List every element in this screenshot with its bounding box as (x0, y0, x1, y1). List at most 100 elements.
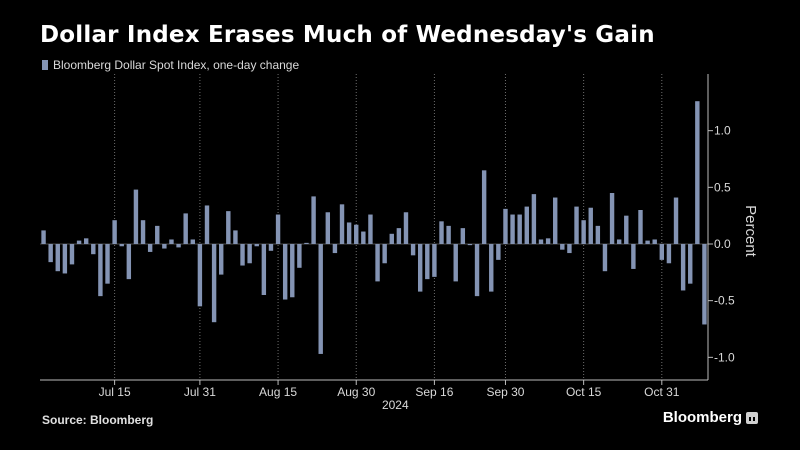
bar (474, 244, 480, 297)
bar (446, 225, 451, 244)
x-tick-label: Sep 30 (486, 385, 524, 399)
bar (560, 244, 565, 250)
bar (517, 214, 522, 244)
bar (673, 197, 679, 244)
bar (233, 230, 238, 244)
bloomberg-logo: Bloomberg (663, 409, 758, 426)
bar (304, 242, 309, 244)
bar (503, 208, 508, 244)
chart-title: Dollar Index Erases Much of Wednesday's … (40, 22, 655, 48)
bar (211, 244, 217, 323)
bar (240, 244, 245, 266)
bar (354, 224, 359, 244)
bar (396, 228, 402, 244)
x-tick-label: Sep 16 (415, 385, 453, 399)
bar (453, 244, 458, 282)
bar (140, 220, 146, 244)
bar (403, 212, 409, 244)
y-axis-title: Percent (742, 205, 759, 258)
bar (41, 230, 46, 244)
bar (638, 210, 643, 244)
bar (553, 197, 558, 244)
bar (197, 244, 203, 307)
bar (133, 189, 139, 244)
y-tick-label: 1.0 (714, 124, 731, 138)
bar (432, 244, 437, 277)
bar (83, 238, 89, 244)
bar (247, 244, 252, 264)
legend-swatch (42, 60, 48, 70)
source-note: Source: Bloomberg (42, 413, 154, 427)
bar (261, 244, 267, 295)
bar (417, 244, 423, 292)
bar (588, 207, 593, 244)
y-tick-label: 0.0 (714, 237, 731, 251)
bar (382, 244, 387, 264)
x-year-label: 2024 (382, 398, 409, 412)
bar (631, 244, 636, 269)
bar (176, 244, 181, 248)
bar (425, 244, 430, 280)
bar (339, 204, 345, 244)
bar (69, 244, 75, 265)
legend-label: Bloomberg Dollar Spot Index, one-day cha… (53, 58, 300, 72)
bar (226, 211, 231, 244)
bar (645, 240, 650, 244)
bar (162, 244, 167, 249)
bar (531, 194, 537, 244)
bar (126, 244, 132, 280)
y-tick-label: -1.0 (714, 350, 735, 364)
bar (155, 225, 160, 244)
bar (91, 244, 96, 255)
x-tick-label: Oct 31 (644, 385, 680, 399)
bar (98, 244, 103, 297)
bar (524, 206, 529, 244)
bar (609, 193, 615, 244)
x-tick-label: Jul 15 (99, 385, 131, 399)
bar (567, 244, 572, 254)
bar (510, 214, 515, 244)
brand-name: Bloomberg (662, 409, 742, 426)
bar (368, 214, 373, 244)
bar (659, 244, 665, 260)
bar (169, 239, 174, 244)
bar (652, 239, 657, 244)
bar (538, 239, 544, 244)
bar (76, 240, 82, 244)
bar (325, 212, 331, 244)
bar (204, 205, 210, 244)
bar (361, 231, 366, 244)
bar (496, 244, 501, 260)
bar (602, 244, 608, 272)
bar (581, 220, 586, 244)
bar (666, 244, 672, 264)
bar (48, 244, 53, 263)
bar (481, 170, 487, 244)
bar (62, 244, 68, 274)
bar (680, 244, 686, 291)
bar (389, 233, 394, 244)
bar (275, 214, 281, 244)
bar (290, 244, 295, 298)
legend: Bloomberg Dollar Spot Index, one-day cha… (42, 58, 299, 72)
bar (702, 244, 707, 325)
bar (55, 244, 60, 272)
bar (297, 244, 302, 268)
bar (688, 244, 693, 284)
terminal-badge-icon (746, 411, 758, 424)
y-tick-label: -0.5 (714, 294, 735, 308)
bar (467, 244, 473, 246)
bar (460, 228, 466, 244)
bar (624, 215, 629, 244)
bar (439, 221, 444, 244)
bar (105, 244, 110, 284)
bar (183, 213, 188, 244)
bar (410, 244, 416, 256)
x-tick-label: Jul 31 (184, 385, 216, 399)
bar (190, 239, 195, 244)
bar (147, 244, 153, 252)
bar (254, 244, 259, 247)
bar (332, 244, 338, 254)
x-tick-label: Oct 15 (566, 385, 602, 399)
